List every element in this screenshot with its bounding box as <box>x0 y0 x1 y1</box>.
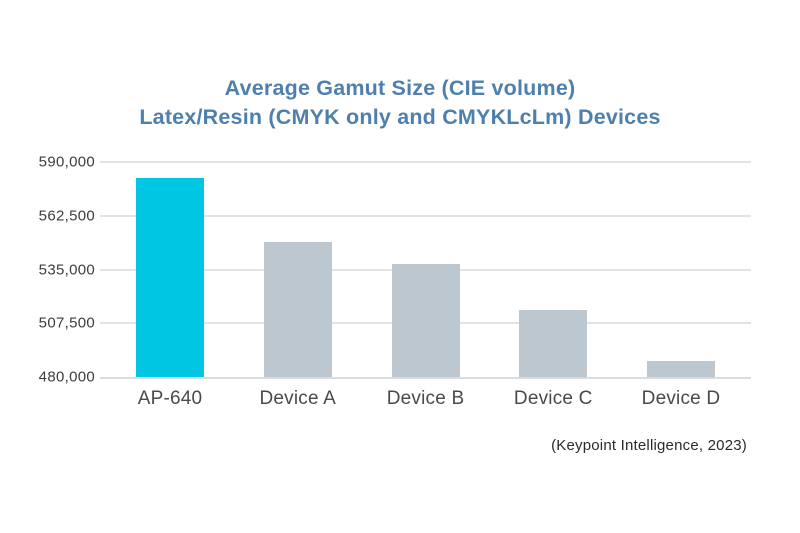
x-labels-row: AP-640 Device A Device B Device C Device D <box>100 388 751 410</box>
chart-title-line1: Average Gamut Size (CIE volume) <box>224 76 576 100</box>
gridline <box>100 161 751 163</box>
y-tick-label: 590,000 <box>38 153 95 171</box>
x-label-device-b: Device B <box>386 388 465 409</box>
chart-title: Average Gamut Size (CIE volume) Latex/Re… <box>0 74 800 132</box>
x-axis: AP-640 Device A Device B Device C Device D <box>30 388 751 410</box>
x-label-device-d: Device D <box>641 388 721 409</box>
bar-chart: 590,000 562,500 535,000 507,500 480,000 AP-6… <box>30 154 751 410</box>
x-axis-spacer <box>30 388 100 410</box>
y-tick-label: 507,500 <box>38 314 95 332</box>
plot-area <box>100 161 751 379</box>
x-label-ap-640: AP-640 <box>137 388 203 409</box>
chart-title-line2: Latex/Resin (CMYK only and CMYKLcLm) Dev… <box>139 105 661 129</box>
bar-ap-640 <box>136 177 204 377</box>
bars-row <box>100 162 751 377</box>
x-label-device-a: Device A <box>259 388 337 409</box>
y-tick-label: 562,500 <box>38 207 95 225</box>
x-label-device-c: Device C <box>513 388 593 409</box>
chart-body: 590,000 562,500 535,000 507,500 480,000 <box>30 154 751 386</box>
bar-device-c <box>519 309 588 377</box>
bar-device-b <box>391 263 460 377</box>
bar-device-a <box>263 242 332 377</box>
y-axis: 590,000 562,500 535,000 507,500 480,000 <box>30 154 95 386</box>
y-tick-label: 480,000 <box>38 368 95 386</box>
y-tick-label: 535,000 <box>38 261 95 278</box>
gridline <box>100 214 751 217</box>
bar-device-d <box>647 361 715 377</box>
source-citation: (Keypoint Intelligence, 2023) <box>551 437 747 454</box>
